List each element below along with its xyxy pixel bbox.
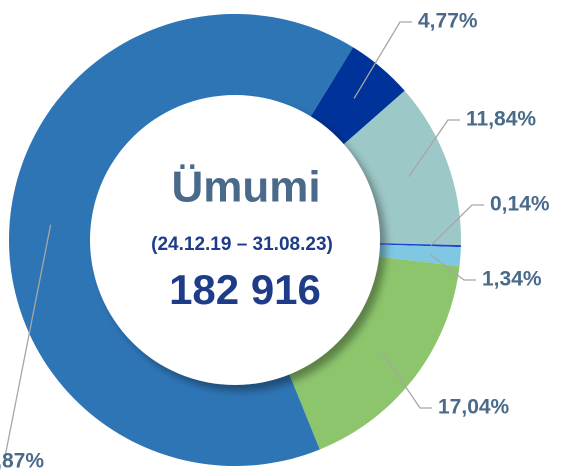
leader-line bbox=[3, 224, 52, 463]
center-title: Ümumi bbox=[171, 163, 320, 212]
leader-line bbox=[381, 351, 432, 409]
slice bbox=[287, 256, 460, 450]
leader-line bbox=[408, 119, 460, 178]
value-label: 17,04% bbox=[438, 396, 510, 419]
slices bbox=[9, 13, 461, 467]
value-label: 64,87% bbox=[0, 450, 44, 473]
value-label: 4,77% bbox=[418, 10, 478, 33]
slice bbox=[340, 90, 461, 246]
labels: 4,77% 11,84% 0,14% 1,34% 17,04% 64,87% bbox=[0, 10, 550, 473]
center-disc bbox=[90, 95, 380, 385]
slice bbox=[308, 47, 405, 148]
value-label: 11,84% bbox=[466, 108, 536, 131]
value-label: 1,34% bbox=[482, 268, 542, 291]
value-label: 0,14% bbox=[490, 193, 550, 216]
center-subtitle: (24.12.19 – 31.08.23) bbox=[151, 234, 333, 255]
leader-line bbox=[430, 253, 476, 281]
leader-line bbox=[430, 204, 484, 246]
leader-line bbox=[353, 21, 412, 99]
center-total: 182 916 bbox=[169, 266, 321, 313]
slice bbox=[9, 13, 354, 467]
slice bbox=[374, 243, 461, 248]
